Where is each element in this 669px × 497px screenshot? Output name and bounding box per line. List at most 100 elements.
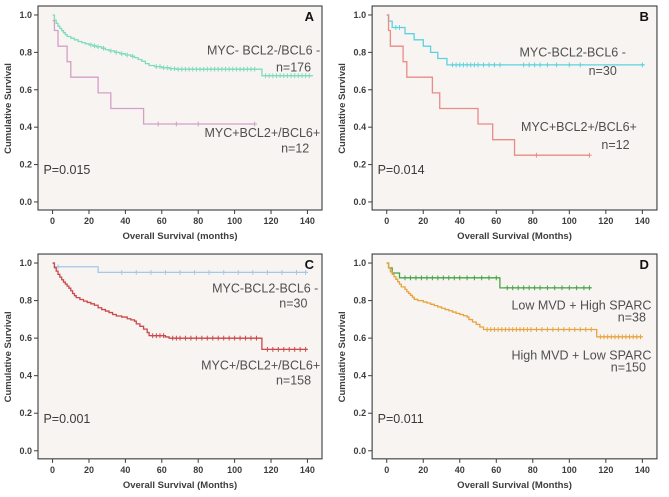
x-axis-label: Overall Survival (Months) xyxy=(457,480,572,491)
svg-text:0.2: 0.2 xyxy=(354,160,367,170)
plot-area xyxy=(371,5,658,211)
svg-text:140: 140 xyxy=(635,465,650,475)
panel-a: MYC- BCL2-/BCL6 - n=176 MYC+BCL2+/BCL6+ n=1… xyxy=(0,0,334,248)
censor-marks xyxy=(150,333,309,352)
series-n-label: n=150 xyxy=(611,360,646,374)
panel-letter: D xyxy=(640,257,649,272)
series-label: MYC+BCL2+/BCL6+ xyxy=(521,120,637,134)
km-curve xyxy=(386,14,645,66)
svg-text:0.2: 0.2 xyxy=(19,160,32,170)
series-label: Low MVD + High SPARC xyxy=(511,298,651,312)
svg-text:20: 20 xyxy=(418,465,428,475)
km-curve xyxy=(52,19,255,125)
svg-text:80: 80 xyxy=(528,216,538,226)
svg-text:120: 120 xyxy=(264,465,279,475)
x-axis-label: Overall Survival (Months) xyxy=(123,480,237,491)
svg-text:140: 140 xyxy=(300,216,315,226)
svg-text:0.6: 0.6 xyxy=(20,333,32,343)
svg-text:40: 40 xyxy=(120,465,130,475)
svg-text:60: 60 xyxy=(157,216,167,226)
panel-c-chart: MYC-BCL2-BCL6 -n=30 MYC+/BCL2+/BCL6+n=158… xyxy=(3,253,323,491)
svg-text:60: 60 xyxy=(491,465,501,475)
svg-text:0.6: 0.6 xyxy=(354,333,367,343)
km-curve xyxy=(386,262,643,338)
series-n-label: n=30 xyxy=(589,64,617,78)
x-axis-label: Overall Survival (Months) xyxy=(457,231,572,242)
panel-b: MYC-BCL2-BCL6 - n=30 MYC+BCL2+/BCL6+ n=12 0 2… xyxy=(334,0,669,248)
svg-text:0.4: 0.4 xyxy=(19,122,32,132)
p-value-label: P=0.001 xyxy=(43,412,90,426)
plot-area xyxy=(37,5,323,211)
x-axis-label: Overall Survival (months) xyxy=(122,231,237,242)
panel-b-chart: MYC-BCL2-BCL6 - n=30 MYC+BCL2+/BCL6+ n=12 0 2… xyxy=(337,5,658,242)
svg-text:140: 140 xyxy=(635,216,650,226)
km-curve xyxy=(52,14,313,77)
y-ticks: 0.0 0.2 0.4 0.6 0.8 1.0 xyxy=(19,10,38,207)
p-value-label: P=0.014 xyxy=(378,163,425,177)
svg-text:60: 60 xyxy=(157,465,167,475)
y-axis-label: Cumulative Survival xyxy=(337,311,348,402)
x-ticks: 0 20 40 60 80 100 120 140 xyxy=(384,210,650,226)
svg-text:40: 40 xyxy=(455,216,465,226)
series-label: MYC- BCL2-/BCL6 - xyxy=(207,44,320,58)
series-label: MYC+/BCL2+/BCL6+ xyxy=(201,358,320,372)
series-n-label: n=158 xyxy=(276,373,311,387)
km-curve xyxy=(386,14,590,156)
svg-text:0: 0 xyxy=(50,465,55,475)
svg-text:80: 80 xyxy=(528,465,538,475)
svg-text:1.0: 1.0 xyxy=(354,10,367,20)
censor-marks xyxy=(55,264,309,275)
svg-text:0.2: 0.2 xyxy=(20,408,32,418)
y-axis-label: Cumulative Survival xyxy=(3,63,14,154)
y-ticks: 0.0 0.2 0.4 0.6 0.8 1.0 xyxy=(354,10,373,207)
km-curve xyxy=(52,262,308,351)
y-axis-label: Cumulative Survival xyxy=(337,63,348,154)
series-label: MYC+BCL2+/BCL6+ xyxy=(204,126,320,140)
svg-text:20: 20 xyxy=(418,216,428,226)
svg-text:120: 120 xyxy=(264,216,279,226)
svg-text:40: 40 xyxy=(455,465,465,475)
svg-text:140: 140 xyxy=(300,465,315,475)
series-label: MYC-BCL2-BCL6 - xyxy=(212,281,318,295)
censor-marks xyxy=(393,25,645,68)
svg-text:0.0: 0.0 xyxy=(354,197,367,207)
svg-text:0.4: 0.4 xyxy=(20,371,32,381)
svg-text:0.4: 0.4 xyxy=(354,122,367,132)
svg-text:80: 80 xyxy=(193,216,203,226)
svg-text:60: 60 xyxy=(491,216,501,226)
svg-text:100: 100 xyxy=(227,216,242,226)
svg-text:20: 20 xyxy=(84,465,94,475)
x-ticks: 0 20 40 60 80 100 120 140 xyxy=(50,458,315,475)
svg-text:0: 0 xyxy=(384,465,389,475)
series-label: High MVD + Low SPARC xyxy=(511,348,651,362)
svg-text:0.6: 0.6 xyxy=(19,85,32,95)
svg-text:0.0: 0.0 xyxy=(20,446,32,456)
svg-text:0.0: 0.0 xyxy=(19,197,32,207)
svg-text:0.2: 0.2 xyxy=(354,408,367,418)
censor-marks xyxy=(88,42,312,79)
p-value-label: P=0.015 xyxy=(43,163,90,177)
panel-letter: A xyxy=(305,9,315,24)
y-axis-label: Cumulative Survival xyxy=(3,311,14,402)
svg-text:0: 0 xyxy=(50,216,55,226)
y-ticks: 0.0 0.2 0.4 0.6 0.8 1.0 xyxy=(354,258,373,456)
series-n-label: n=176 xyxy=(276,60,311,74)
svg-text:0.0: 0.0 xyxy=(354,446,367,456)
svg-text:0.8: 0.8 xyxy=(20,296,32,306)
panel-letter: B xyxy=(640,9,649,24)
panel-c: MYC-BCL2-BCL6 - n=30 MYC+/BCL2+/BCL6+ n=158… xyxy=(0,248,334,497)
x-ticks: 0 20 40 60 80 100 120 140 xyxy=(384,458,650,475)
censor-marks xyxy=(155,121,258,127)
y-ticks: 0.0 0.2 0.4 0.6 0.8 1.0 xyxy=(20,258,38,456)
svg-text:80: 80 xyxy=(193,465,203,475)
svg-text:0: 0 xyxy=(384,216,389,226)
svg-text:100: 100 xyxy=(227,465,242,475)
svg-text:1.0: 1.0 xyxy=(20,258,32,268)
series-label: MYC-BCL2-BCL6 - xyxy=(519,45,625,59)
panel-a-chart: MYC- BCL2-/BCL6 - n=176 MYC+BCL2+/BCL6+ n=1… xyxy=(3,5,323,242)
series-n-label: n=30 xyxy=(279,296,307,310)
p-value-label: P=0.011 xyxy=(378,412,424,426)
svg-text:100: 100 xyxy=(562,465,577,475)
